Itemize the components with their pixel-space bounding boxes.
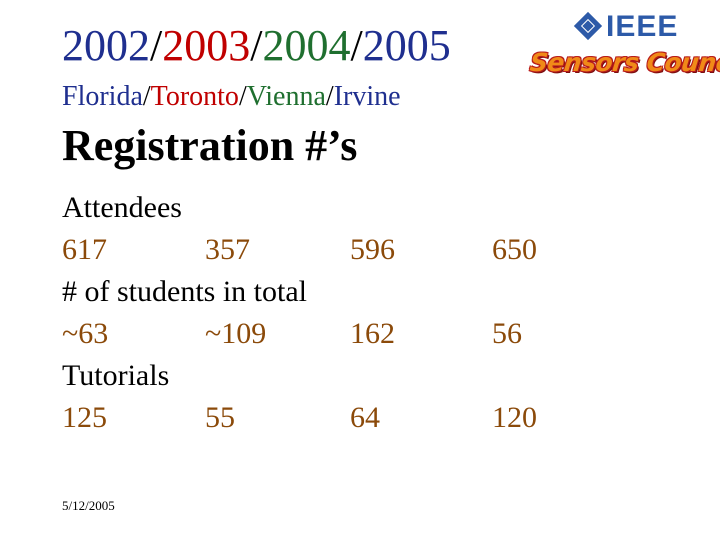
value-florida: ~63 (62, 317, 109, 350)
section-label-attendees: Attendees (62, 191, 182, 224)
separator: / (325, 81, 334, 112)
city-florida: Florida (62, 81, 143, 112)
value-irvine: 650 (492, 233, 537, 266)
ieee-sensors-council-logo: IEEE Sensors Council (529, 10, 720, 85)
value-vienna: 162 (350, 317, 395, 350)
city-toronto: Toronto (150, 81, 239, 112)
sensors-council-wordmark: Sensors Council (528, 48, 720, 77)
year-2002: 2002 (62, 21, 150, 70)
year-2003: 2003 (162, 21, 251, 70)
value-florida: 617 (62, 233, 107, 266)
value-vienna: 64 (350, 401, 380, 434)
section-label-tutorials: Tutorials (62, 359, 170, 392)
value-toronto: ~109 (205, 317, 267, 350)
value-vienna: 596 (350, 233, 395, 266)
subtitle-cities: Florida/Toronto/Vienna/Irvine (62, 80, 401, 114)
title-years: 2002/2003/2004/2005 (62, 20, 451, 72)
value-toronto: 55 (205, 401, 235, 434)
city-irvine: Irvine (333, 81, 401, 112)
city-vienna: Vienna (246, 81, 326, 112)
value-toronto: 357 (205, 233, 250, 266)
value-florida: 125 (62, 401, 107, 434)
year-2004: 2004 (262, 21, 351, 70)
year-2005: 2005 (362, 21, 451, 70)
separator: / (150, 21, 163, 70)
ieee-diamond-icon (573, 11, 603, 41)
value-irvine: 120 (492, 401, 537, 434)
separator: / (250, 21, 263, 70)
separator: / (238, 81, 247, 112)
page-title: Registration #’s (62, 121, 358, 170)
ieee-wordmark: IEEE (606, 10, 679, 43)
value-irvine: 56 (492, 317, 522, 350)
footer-date: 5/12/2005 (62, 498, 115, 513)
separator: / (142, 81, 151, 112)
separator: / (350, 21, 363, 70)
section-label-students: # of students in total (62, 275, 307, 308)
